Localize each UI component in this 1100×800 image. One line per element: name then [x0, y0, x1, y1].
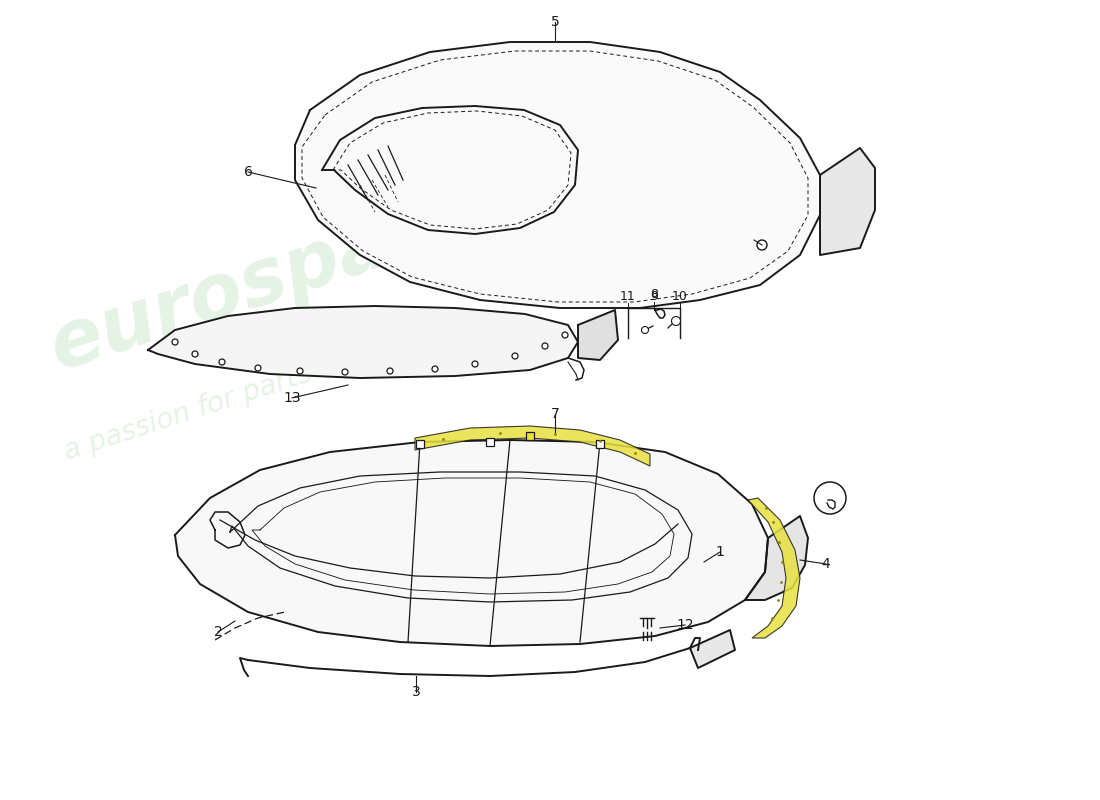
- Polygon shape: [690, 630, 735, 668]
- Bar: [596, 440, 604, 448]
- Polygon shape: [745, 516, 808, 600]
- Polygon shape: [578, 310, 618, 360]
- Circle shape: [432, 366, 438, 372]
- Text: 6: 6: [243, 165, 252, 179]
- Text: 8: 8: [650, 288, 658, 301]
- Text: 4: 4: [822, 557, 830, 571]
- Text: 12: 12: [676, 618, 694, 632]
- Circle shape: [192, 351, 198, 357]
- Circle shape: [814, 482, 846, 514]
- Text: 11: 11: [620, 290, 636, 303]
- Circle shape: [472, 361, 478, 367]
- Text: 1: 1: [716, 545, 725, 559]
- Circle shape: [342, 369, 348, 375]
- Bar: [486, 438, 494, 446]
- Circle shape: [757, 240, 767, 250]
- Text: 2: 2: [213, 625, 222, 639]
- Text: eurospares: eurospares: [40, 162, 531, 386]
- Bar: [416, 440, 424, 448]
- Text: 9: 9: [650, 290, 658, 303]
- Circle shape: [387, 368, 393, 374]
- Circle shape: [297, 368, 302, 374]
- Circle shape: [172, 339, 178, 345]
- Polygon shape: [295, 42, 820, 308]
- Circle shape: [671, 317, 681, 326]
- Circle shape: [641, 326, 649, 334]
- Text: 10: 10: [672, 290, 688, 303]
- Text: 7: 7: [551, 407, 560, 421]
- Text: 13: 13: [283, 391, 300, 405]
- Text: a passion for parts since 1985: a passion for parts since 1985: [60, 310, 468, 466]
- Bar: [526, 432, 534, 440]
- Polygon shape: [415, 426, 650, 466]
- Circle shape: [542, 343, 548, 349]
- Polygon shape: [148, 306, 578, 378]
- Circle shape: [562, 332, 568, 338]
- Polygon shape: [322, 106, 578, 234]
- Circle shape: [255, 365, 261, 371]
- Text: 3: 3: [411, 685, 420, 699]
- Circle shape: [219, 359, 225, 365]
- Text: 5: 5: [551, 15, 560, 29]
- Polygon shape: [820, 148, 874, 255]
- Polygon shape: [748, 498, 800, 638]
- Polygon shape: [175, 440, 768, 646]
- Circle shape: [512, 353, 518, 359]
